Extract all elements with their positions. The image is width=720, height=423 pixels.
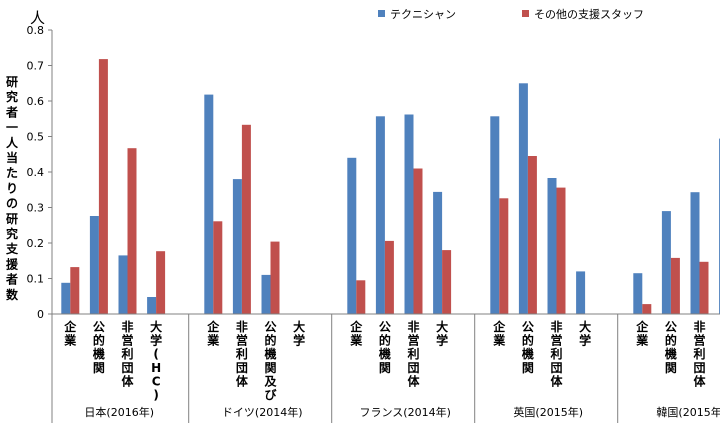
category-label: 非営利団体: [407, 319, 420, 388]
bar-1-1-0: [232, 179, 242, 314]
bar-1-0-0: [204, 94, 214, 314]
category-label: 公的機関及び: [264, 320, 277, 402]
y-axis-title-char: の: [6, 197, 18, 211]
x-axis: 企業 公的機関 非営利団体 大学(H C) 企業 非営利団体 公的機関及び 大学 企業 公的機関 非営…: [51, 313, 720, 423]
bar-2-3-0: [433, 191, 443, 314]
category-label: 大学: [579, 319, 591, 348]
y-axis-title-char: 数: [6, 287, 19, 302]
y-tick-label: 0: [37, 308, 44, 321]
bar-1-0-1: [213, 221, 223, 314]
y-axis-title-char: 一: [6, 121, 18, 135]
category-label: 非営利団体: [550, 319, 563, 388]
category-label: 大学: [436, 319, 448, 348]
bar-3-1-1: [527, 156, 537, 314]
y-tick-label: 0.8: [27, 24, 45, 37]
category-label: 非営利団体: [236, 319, 249, 388]
category-label: 企業: [349, 319, 363, 348]
y-axis-title-char: 究: [6, 226, 18, 241]
bar-2-2-1: [413, 168, 423, 314]
bar-4-2-0: [690, 192, 700, 314]
category-label: 企業: [63, 319, 77, 348]
bar-2-1-1: [384, 240, 394, 314]
group-label: フランス(2014年): [360, 405, 451, 419]
bar-3-0-1: [499, 198, 509, 314]
bar-2-1-0: [375, 116, 385, 314]
category-label: 公的機関: [522, 320, 534, 375]
legend-label-0: テクニシャン: [390, 8, 456, 21]
y-tick-label: 0.6: [27, 95, 45, 108]
group-label: 日本(2016年): [84, 405, 154, 419]
bar-0-0-1: [70, 267, 80, 314]
y-tick-label: 0.4: [27, 166, 45, 179]
bar-3-2-0: [547, 178, 557, 314]
y-tick-label: 0.1: [27, 273, 45, 286]
y-axis-title-char: 者: [5, 104, 18, 119]
y-tick-label: 0.5: [27, 131, 45, 144]
y-tick-label: 0.2: [27, 237, 45, 250]
y-axis: 0 0.1 0.2 0.3 0.4 0.5 0.6 0.7 0.8: [27, 24, 53, 321]
legend-label-1: その他の支援スタッフ: [534, 7, 644, 21]
group-label: 韓国(2015年): [656, 405, 720, 419]
group-label: ドイツ(2014年): [222, 405, 303, 419]
y-axis-title-char: 研: [6, 75, 18, 89]
bar-0-3-0: [147, 297, 157, 314]
bar-1-2-0: [261, 274, 271, 314]
y-axis-title-char: 支: [5, 241, 19, 256]
bar-4-0-0: [633, 273, 643, 314]
bar-4-1-0: [661, 211, 671, 314]
bar-4-1-1: [670, 257, 680, 314]
bar-2-0-1: [356, 280, 366, 314]
y-tick-label: 0.3: [27, 202, 45, 215]
y-axis-title-char: り: [6, 181, 18, 195]
category-label: 大学: [293, 319, 305, 348]
category-label: 公的機関: [93, 320, 105, 375]
bar-2-0-0: [347, 157, 357, 314]
bar-0-2-0: [118, 255, 128, 314]
bar-0-3-1: [156, 251, 166, 314]
group-label: 英国(2015年): [513, 405, 583, 419]
y-axis-title-char: 研: [6, 212, 18, 226]
category-label: 企業: [635, 319, 649, 348]
bar-2-3-1: [442, 250, 452, 314]
bar-0-0-0: [61, 282, 71, 314]
unit-label: 人: [30, 9, 45, 27]
bars: [61, 59, 720, 315]
legend: テクニシャン その他の支援スタッフ: [378, 7, 644, 21]
bar-4-0-1: [642, 304, 652, 314]
category-label: 公的機関: [665, 320, 677, 375]
y-axis-title-char: 究: [6, 89, 18, 104]
legend-swatch-0: [378, 10, 385, 17]
category-label: 企業: [492, 319, 506, 348]
bar-0-1-0: [89, 216, 99, 314]
y-axis-title-char: 人: [6, 135, 19, 150]
bar-1-2-1: [270, 241, 280, 314]
bar-4-2-1: [699, 261, 709, 314]
bar-0-2-1: [127, 148, 137, 314]
bar-2-2-0: [404, 114, 414, 314]
y-tick-label: 0.7: [27, 60, 45, 73]
category-label: 非営利団体: [693, 319, 706, 388]
bar-3-3-0: [576, 271, 586, 314]
bar-3-1-0: [518, 83, 528, 315]
bar-3-2-1: [556, 187, 566, 314]
category-label: 非営利団体: [121, 319, 134, 388]
category-label: 企業: [206, 319, 220, 348]
y-axis-title-char: 者: [5, 272, 18, 287]
bar-1-1-1: [241, 124, 251, 314]
y-axis-title-char: た: [6, 166, 18, 180]
bar-0-1-1: [98, 59, 108, 314]
legend-swatch-1: [522, 10, 529, 17]
y-axis-title-char: 援: [6, 256, 19, 271]
y-axis-title-char: 当: [6, 150, 18, 165]
category-label: 公的機関: [379, 320, 391, 375]
category-label: 大学(H C): [150, 319, 162, 402]
bar-3-0-0: [490, 116, 500, 314]
